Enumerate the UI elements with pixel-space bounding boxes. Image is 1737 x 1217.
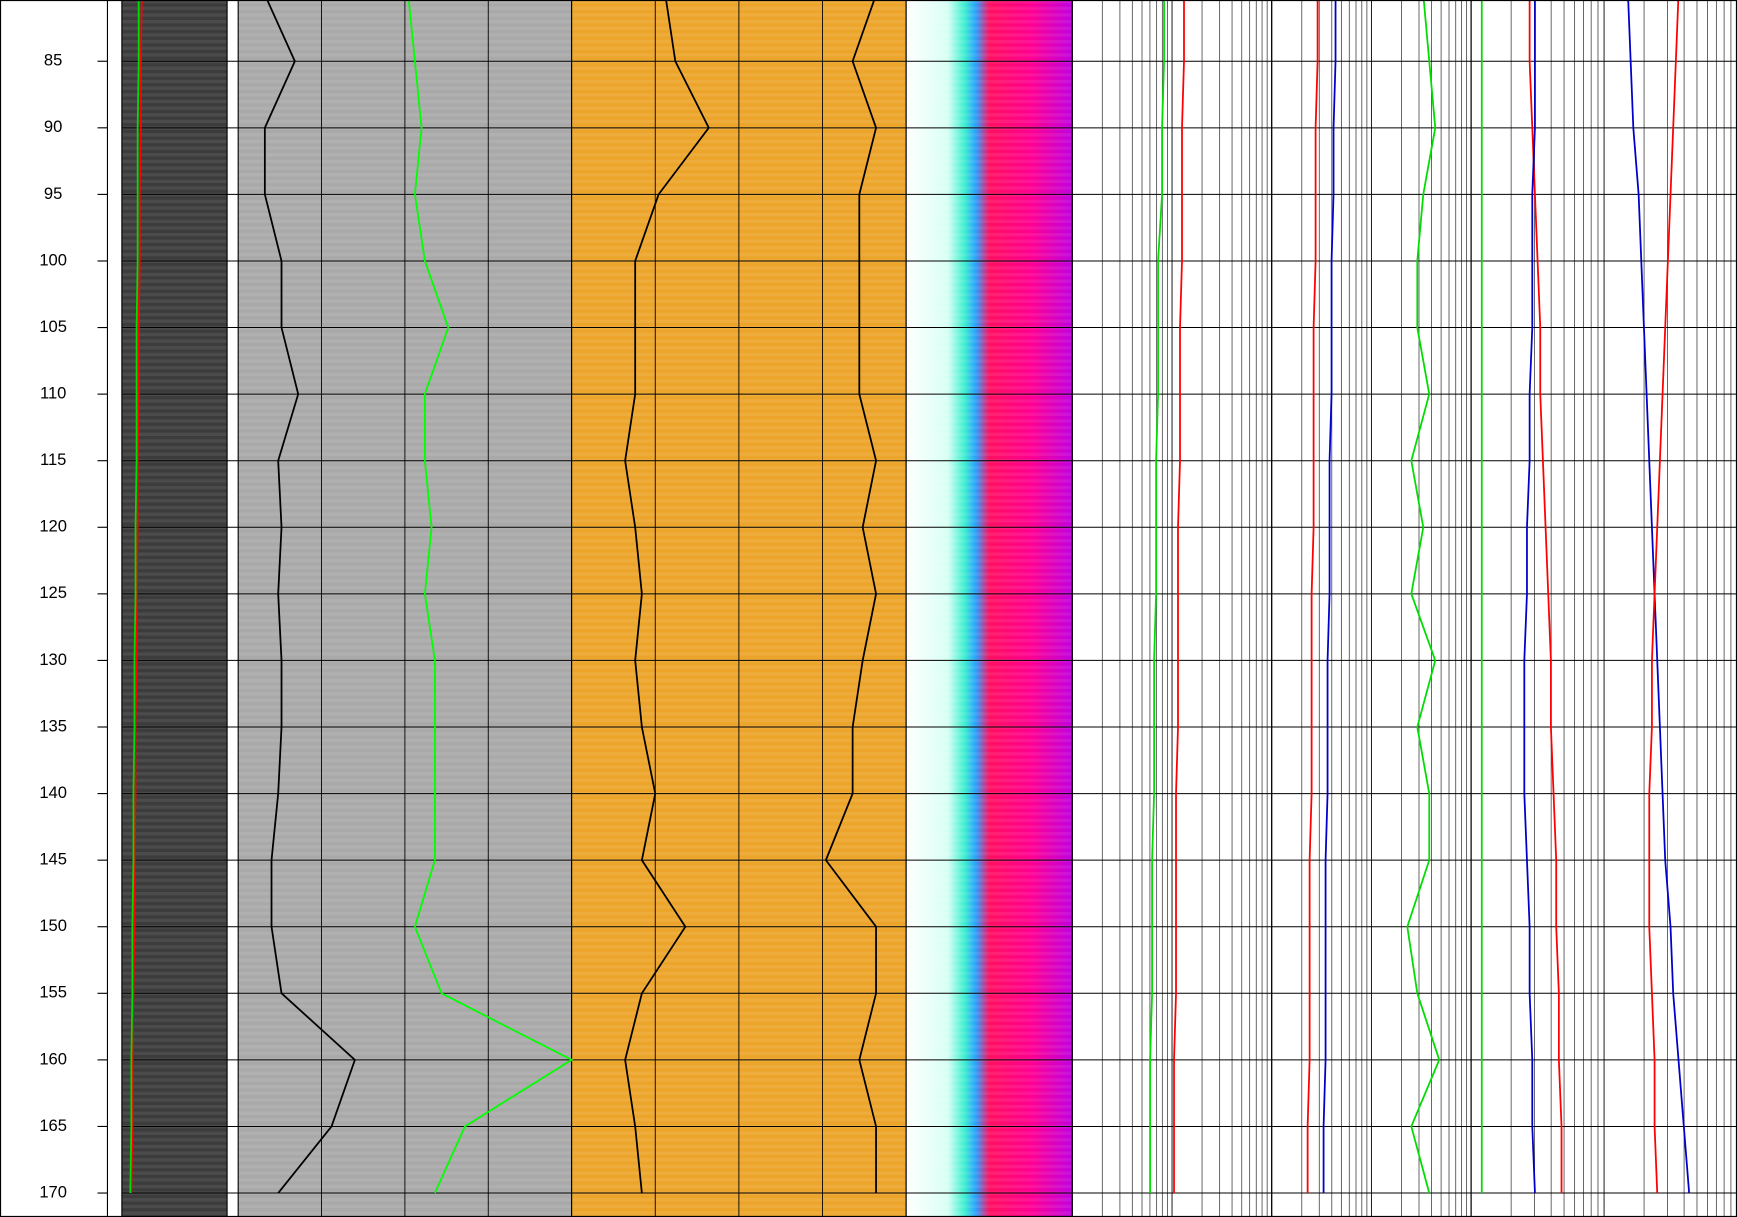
depth-label: 90 <box>44 117 62 136</box>
depth-label: 100 <box>39 250 67 269</box>
depth-label: 155 <box>39 983 67 1002</box>
depth-label: 140 <box>39 783 67 802</box>
depth-label: 150 <box>39 916 67 935</box>
depth-label: 95 <box>44 184 62 203</box>
tracks: 85 90 95 100 105 110 115 120 125 130 135 140 145 150 1… <box>39 0 1737 1217</box>
depth-label: 125 <box>39 583 67 602</box>
depth-label: 130 <box>39 650 67 669</box>
page: 85 90 95 100 105 110 115 120 125 130 135 140 145 150 1… <box>0 0 1737 1217</box>
depth-label: 105 <box>39 317 67 336</box>
depth-label: 160 <box>39 1049 67 1068</box>
depth-label: 120 <box>39 517 67 536</box>
depth-label: 110 <box>40 384 66 403</box>
track-texture <box>906 0 1072 1217</box>
depth-label: 170 <box>39 1182 67 1201</box>
depth-label: 165 <box>39 1116 67 1135</box>
well-log-chart: 85 90 95 100 105 110 115 120 125 130 135 140 145 150 1… <box>0 0 1737 1217</box>
depth-label: 115 <box>40 450 66 469</box>
depth-label: 145 <box>39 850 67 869</box>
depth-label: 135 <box>39 716 67 735</box>
depth-label: 85 <box>44 51 62 70</box>
